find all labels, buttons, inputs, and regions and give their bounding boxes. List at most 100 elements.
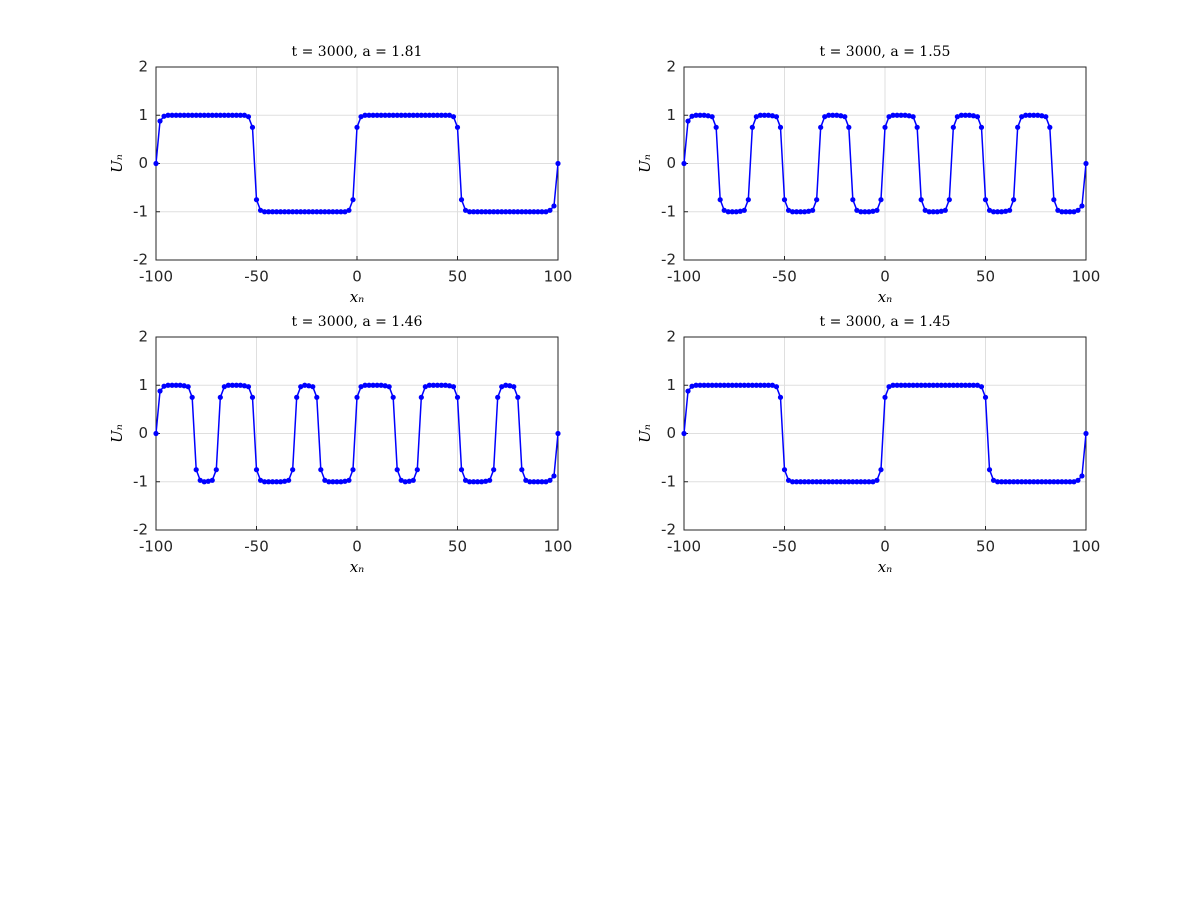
x-tick-label: -100 [667, 268, 701, 286]
data-point [217, 394, 223, 400]
data-point [523, 209, 529, 215]
data-point [741, 207, 747, 213]
data-point [930, 382, 936, 388]
data-point [290, 467, 296, 473]
data-point [1079, 203, 1085, 209]
data-point [499, 209, 505, 215]
data-point [1067, 209, 1073, 215]
data-point [310, 209, 316, 215]
data-point [882, 124, 888, 130]
data-point [1035, 112, 1041, 118]
data-point [797, 209, 804, 215]
data-point [818, 479, 824, 485]
data-point [294, 209, 300, 215]
data-point [942, 382, 948, 388]
data-point [1055, 479, 1061, 485]
data-point [253, 467, 260, 473]
data-point [245, 114, 252, 120]
data-point [914, 382, 920, 388]
data-point [1019, 114, 1025, 120]
data-point [269, 479, 276, 485]
data-point [797, 479, 804, 485]
y-axis-label: Uₙ [108, 424, 126, 443]
data-point [1051, 197, 1057, 203]
data-point [982, 394, 989, 400]
y-tick-label: -2 [661, 521, 676, 539]
data-point [793, 479, 800, 485]
data-point [290, 209, 296, 215]
data-point [922, 382, 928, 388]
data-point [994, 479, 1001, 485]
data-point [466, 209, 473, 215]
data-point [1051, 479, 1057, 485]
data-point [261, 209, 268, 215]
data-point [470, 479, 477, 485]
data-point [1007, 479, 1013, 485]
data-point [346, 477, 352, 483]
y-tick-label: 2 [666, 328, 676, 346]
data-point [826, 112, 832, 118]
data-point [978, 124, 985, 130]
data-point [777, 124, 784, 130]
data-point [406, 112, 412, 118]
data-point [161, 383, 167, 389]
data-point [374, 112, 380, 118]
data-point [1011, 197, 1017, 203]
data-point [531, 209, 537, 215]
data-point [265, 479, 272, 485]
data-point [962, 382, 969, 388]
data-point [286, 209, 292, 215]
data-point [209, 112, 215, 118]
y-tick-label: -1 [661, 472, 676, 490]
subplot-title: t = 3000, a = 1.81 [292, 44, 423, 60]
data-point [842, 479, 848, 485]
data-point [1071, 479, 1077, 485]
data-point [229, 112, 235, 118]
data-point [950, 382, 956, 388]
data-point [402, 479, 408, 485]
data-point [994, 209, 1001, 215]
data-point [539, 479, 545, 485]
data-point [450, 114, 457, 120]
data-point [769, 113, 776, 119]
y-tick-label: 1 [666, 376, 676, 394]
data-point [753, 382, 759, 388]
data-point [302, 382, 308, 388]
x-tick-label: 0 [880, 538, 890, 556]
data-point [322, 477, 328, 483]
data-point [1047, 479, 1053, 485]
data-point [193, 467, 199, 473]
data-point [785, 207, 792, 213]
x-tick-label: 50 [976, 268, 995, 286]
data-point [870, 208, 876, 214]
data-point [814, 479, 820, 485]
data-point [846, 124, 852, 130]
data-point [733, 382, 739, 388]
data-point [1007, 207, 1013, 213]
data-point [503, 209, 509, 215]
data-point [245, 384, 252, 390]
data-point [350, 467, 356, 473]
data-point [745, 382, 751, 388]
data-point [705, 382, 711, 388]
data-point [438, 382, 445, 388]
data-point [846, 479, 852, 485]
data-point [189, 112, 195, 118]
data-point [547, 207, 553, 213]
data-point [966, 112, 973, 118]
data-point [870, 479, 876, 485]
data-point [491, 209, 497, 215]
data-point [314, 394, 320, 400]
data-point [430, 382, 436, 388]
data-point [282, 478, 288, 484]
data-point [458, 197, 465, 203]
data-point [982, 197, 989, 203]
data-point [898, 382, 904, 388]
data-point [185, 384, 191, 390]
data-point [793, 209, 800, 215]
data-point [358, 114, 364, 120]
data-point [789, 479, 796, 485]
data-point [713, 124, 719, 130]
data-point [1059, 209, 1065, 215]
y-tick-label: 1 [138, 376, 148, 394]
